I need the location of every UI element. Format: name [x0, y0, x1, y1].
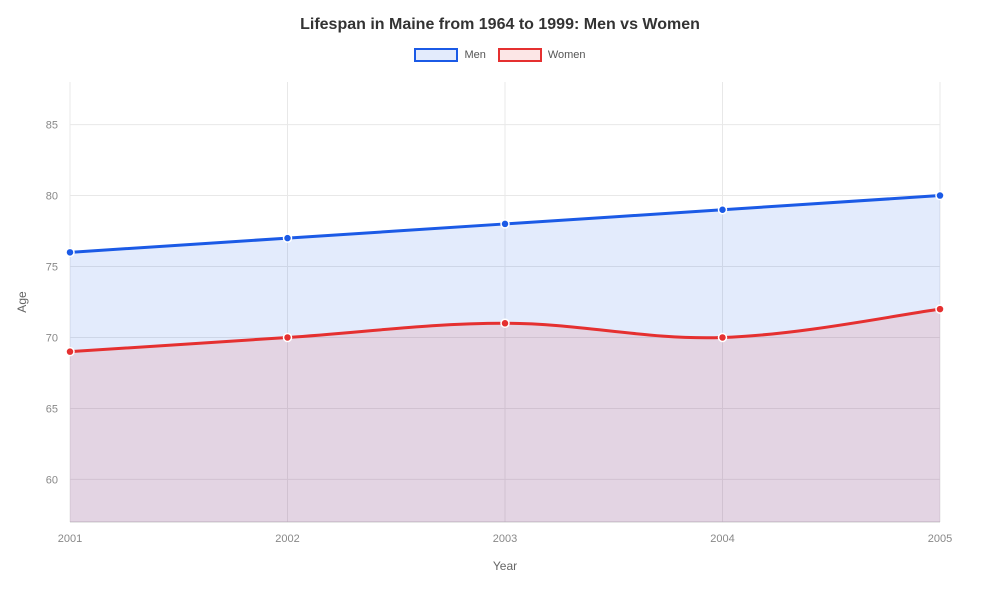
point-women[interactable]	[501, 319, 509, 327]
plot-svg: 60 65 70 75 80 85 2001 2002 2003 2004 2005 Age Ye…	[0, 0, 1000, 600]
x-ticks: 2001 2002 2003 2004 2005	[58, 533, 952, 545]
point-women[interactable]	[284, 333, 292, 341]
y-tick-label: 85	[46, 120, 58, 132]
y-axis-label: Age	[15, 291, 29, 313]
x-tick-label: 2002	[275, 533, 299, 545]
point-men[interactable]	[284, 234, 292, 242]
y-tick-label: 65	[46, 403, 58, 415]
x-tick-label: 2001	[58, 533, 82, 545]
x-axis-label: Year	[493, 559, 517, 573]
y-tick-label: 60	[46, 474, 58, 486]
x-tick-label: 2004	[710, 533, 734, 545]
point-men[interactable]	[501, 220, 509, 228]
y-tick-label: 80	[46, 191, 58, 203]
y-tick-label: 70	[46, 332, 58, 344]
chart-container: Lifespan in Maine from 1964 to 1999: Men…	[0, 0, 1000, 600]
point-men[interactable]	[936, 192, 944, 200]
x-tick-label: 2003	[493, 533, 517, 545]
point-men[interactable]	[719, 206, 727, 214]
point-men[interactable]	[66, 248, 74, 256]
point-women[interactable]	[936, 305, 944, 313]
point-women[interactable]	[66, 348, 74, 356]
point-women[interactable]	[719, 333, 727, 341]
y-ticks: 60 65 70 75 80 85	[46, 120, 58, 487]
x-tick-label: 2005	[928, 533, 952, 545]
y-tick-label: 75	[46, 262, 58, 274]
